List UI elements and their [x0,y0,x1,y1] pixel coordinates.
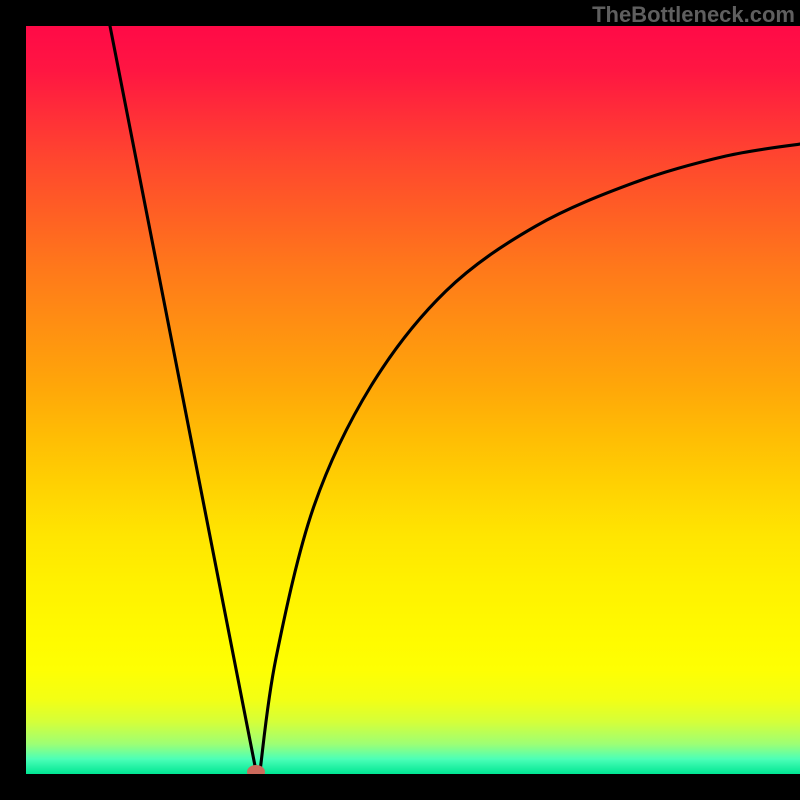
plot-area [26,26,800,774]
minimum-marker [247,765,265,774]
watermark-text: TheBottleneck.com [592,2,795,28]
chart-svg [26,26,800,774]
bottleneck-curve [110,26,800,771]
chart-container: TheBottleneck.com [0,0,800,800]
